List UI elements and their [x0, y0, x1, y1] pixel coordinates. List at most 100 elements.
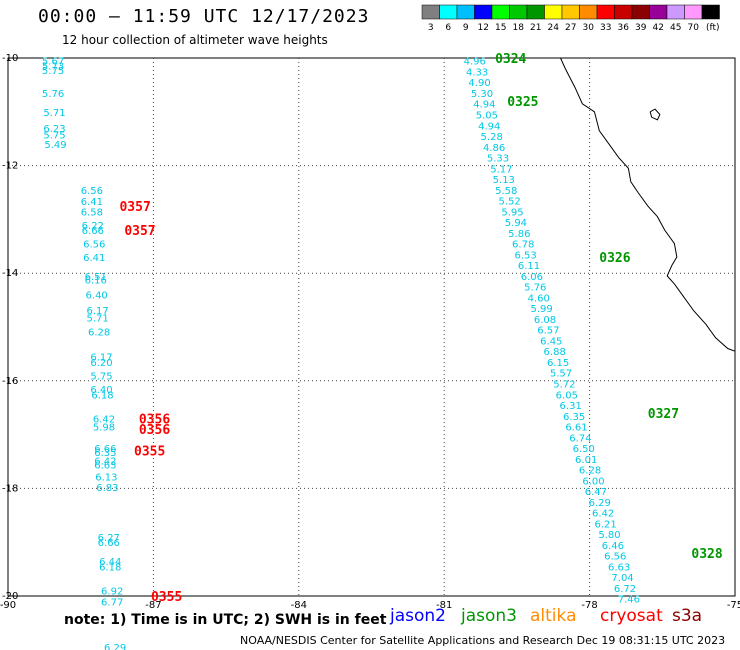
latitude-tick-label: -12 — [2, 161, 18, 172]
colorbar-tick-label: 36 — [618, 23, 630, 33]
wave-height-label: 6.31 — [560, 401, 582, 412]
page-title: 00:00 – 11:59 UTC 12/17/2023 — [38, 6, 370, 27]
colorbar-tick-label: 3 — [428, 23, 434, 33]
pass-time-label: 0356 — [139, 423, 170, 438]
wave-height-label: 6.56 — [83, 240, 105, 251]
colorbar-swatch — [596, 4, 615, 20]
longitude-tick-label: -78 — [581, 600, 597, 611]
colorbar-tick-label: 30 — [583, 23, 595, 33]
colorbar-tick-label: 6 — [445, 23, 451, 33]
pass-time-label: 0357 — [119, 200, 150, 215]
colorbar-unit: (ft) — [706, 23, 720, 33]
colorbar-swatch — [649, 4, 668, 20]
wave-height-label: 6.47 — [585, 487, 607, 498]
wave-height-label: 5.80 — [598, 530, 620, 541]
colorbar-tick-label: 70 — [688, 23, 700, 33]
wave-height-label: 6.57 — [537, 326, 559, 337]
wave-height-label: 5.94 — [505, 218, 527, 229]
colorbar-swatch — [439, 4, 458, 20]
wave-height-label: 5.17 — [490, 164, 512, 175]
pass-time-label: 0326 — [599, 251, 630, 266]
colorbar-tick-label: 27 — [565, 23, 576, 33]
colorbar-swatch — [544, 4, 563, 20]
wave-height-label: 5.71 — [43, 108, 65, 119]
longitude-tick-label: -84 — [291, 600, 307, 611]
colorbar-tick-label: 39 — [635, 23, 647, 33]
colorbar-swatch — [509, 4, 528, 20]
colorbar-swatch — [631, 4, 650, 20]
wave-height-label: 6.53 — [514, 250, 536, 261]
wave-height-label: 6.51 — [85, 272, 107, 283]
wave-height-label: 6.20 — [90, 358, 112, 369]
wave-height-label: 6.61 — [565, 423, 587, 434]
longitude-tick-label: -81 — [436, 600, 452, 611]
wave-height-label: 6.35 — [563, 412, 585, 423]
wave-height-label: 5.71 — [87, 313, 109, 324]
wave-height-label: 7.46 — [618, 595, 640, 606]
legend-item-cryosat: cryosat — [600, 606, 663, 626]
wave-height-label: 5.57 — [550, 369, 572, 380]
wave-height-label: 6.18 — [99, 562, 121, 573]
colorbar-tick-label: 24 — [548, 23, 560, 33]
wave-height-label: 6.29 — [104, 643, 126, 650]
wave-height-label: 6.42 — [592, 509, 614, 520]
pass-time-label: 0325 — [507, 95, 538, 110]
wave-height-label: 6.11 — [518, 261, 540, 272]
credit-line: NOAA/NESDIS Center for Satellite Applica… — [240, 634, 726, 647]
wave-height-label: 6.42 — [93, 414, 115, 425]
wave-height-label: 5.13 — [493, 175, 515, 186]
wave-height-label: 6.58 — [81, 207, 103, 218]
wave-height-label: 5.75 — [43, 130, 65, 141]
footnote: note: 1) Time is in UTC; 2) SWH is in fe… — [64, 612, 387, 628]
colorbar-tick-label: 12 — [478, 23, 489, 33]
wave-height-label: 5.99 — [530, 304, 552, 315]
pass-time-label: 0327 — [648, 407, 679, 422]
wave-height-label: 6.63 — [608, 562, 630, 573]
longitude-tick-label: -87 — [145, 600, 161, 611]
wave-height-label: 6.50 — [573, 444, 595, 455]
colorbar-swatch — [526, 4, 545, 20]
colorbar-swatch — [561, 4, 580, 20]
wave-height-label: 4.94 — [473, 100, 495, 111]
map-frame — [7, 57, 736, 597]
coastline — [560, 57, 736, 352]
wave-height-label: 5.73 — [42, 62, 64, 73]
latitude-tick-label: -18 — [2, 483, 18, 494]
legend-item-jason3: jason3 — [461, 606, 517, 626]
colorbar-swatch — [421, 4, 440, 20]
wave-height-label: 6.41 — [83, 253, 105, 264]
colorbar-swatch — [701, 4, 720, 20]
wave-height-label: 6.40 — [86, 291, 108, 302]
colorbar-swatch — [614, 4, 633, 20]
wave-height-label: 5.49 — [44, 140, 66, 151]
wave-height-label: 5.98 — [93, 423, 115, 434]
wave-height-label: 4.94 — [478, 121, 500, 132]
colorbar-swatch — [456, 4, 475, 20]
wave-height-label: 6.29 — [589, 498, 611, 509]
wave-height-label: 6.01 — [575, 455, 597, 466]
wave-height-label: 6.23 — [43, 124, 65, 135]
wave-height-label: 6.66 — [94, 444, 116, 455]
wave-height-label: 6.56 — [81, 186, 103, 197]
colorbar-swatch — [579, 4, 598, 20]
longitude-tick-label: -90 — [0, 600, 16, 611]
pass-time-label: 0357 — [124, 224, 155, 239]
legend-item-jason2: jason2 — [390, 606, 446, 626]
wave-height-label: 6.44 — [99, 557, 121, 568]
wave-height-label: 5.58 — [495, 186, 517, 197]
wave-height-label: 5.52 — [498, 197, 520, 208]
colorbar-tick-label: 33 — [600, 23, 611, 33]
colorbar-tick-label: 21 — [530, 23, 541, 33]
wave-height-label: 5.75 — [42, 66, 64, 77]
wave-height-label: 6.45 — [540, 336, 562, 347]
wave-height-label: 5.28 — [481, 132, 503, 143]
pass-time-label: 0355 — [134, 445, 165, 460]
wave-height-label: 5.05 — [476, 110, 498, 121]
wave-height-label: 6.66 — [98, 538, 120, 549]
wave-height-label: 6.77 — [101, 597, 123, 608]
wave-height-label: 5.72 — [553, 379, 575, 390]
latitude-tick-label: -16 — [2, 376, 18, 387]
wave-height-label: 5.30 — [471, 89, 493, 100]
wave-height-label: 5.76 — [42, 89, 64, 100]
